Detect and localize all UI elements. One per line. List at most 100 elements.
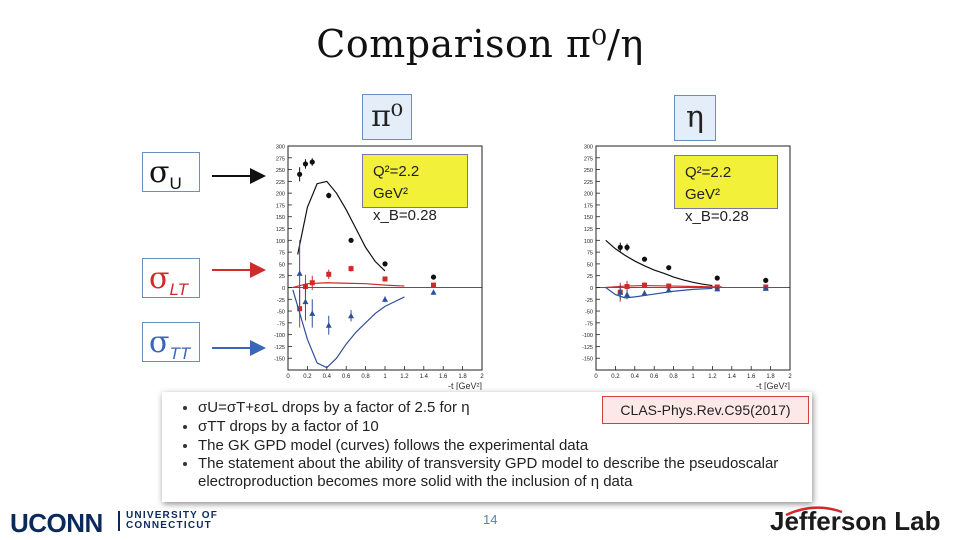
sigma_TT-point [296,270,303,276]
sigma-u-box: σU [142,152,200,193]
sigma_U-curve [605,239,713,287]
y-tick-label: 250 [584,168,593,174]
y-tick-label: 0 [590,286,593,292]
sigma_TT-point [624,291,631,298]
sigma_TT-curve [292,289,405,369]
reference-box: CLAS-Phys.Rev.C95(2017) [602,396,809,424]
x-tick-label: 1.8 [766,374,775,380]
sigma-tt-box: σTT [142,322,200,363]
y-tick-label: 300 [276,145,285,151]
sigma_LT-point [666,283,672,289]
kinematics-left-q2: Q²=2.2 GeV² [373,163,420,202]
uconn-sub-line1: UNIVERSITY OF [126,510,219,521]
bullet-item: σU=σT+εσL drops by a factor of 2.5 for η [198,398,802,417]
x-tick-label: 1.2 [400,374,409,380]
y-tick-label: -100 [274,333,285,339]
y-tick-label: -150 [582,357,593,363]
sigma_U-point [624,244,630,250]
sigma_LT-curve [292,282,405,289]
y-tick-label: 75 [279,251,285,257]
x-tick-label: 1 [383,374,387,380]
x-tick-label: 2 [480,374,484,380]
x-tick-label: 1.2 [708,374,717,380]
sigma_U-point [326,192,332,199]
sigma_LT-point [624,284,630,290]
uconn-divider [118,511,120,531]
kinematics-left-xb: x_B=0.28 [373,207,437,224]
y-tick-label: -125 [582,345,593,351]
page-number: 14 [483,512,498,527]
y-tick-label: 75 [587,251,593,257]
x-tick-label: 1.4 [420,374,429,380]
kinematics-box-right: Q²=2.2 GeV² x_B=0.28 [674,155,778,225]
sigma_TT-point [714,285,721,292]
sigma_U-point [302,161,309,167]
sigma_LT-point [297,306,303,312]
x-tick-label: 1 [691,374,695,380]
sigma_TT-point [641,290,648,296]
y-tick-label: -50 [585,310,593,316]
jlab-swoosh-icon [785,506,843,516]
sigma_U-point [382,261,388,267]
uconn-subtitle: UNIVERSITY OF CONNECTICUT [126,511,218,531]
sigma_LT-point [431,282,436,288]
pi0-label-text: π⁰ [371,99,403,134]
sigma_TT-point [348,312,355,319]
y-tick-label: -75 [585,321,593,327]
uconn-logo: UCONN [10,508,103,538]
sigma_TT-point [309,310,316,316]
slide-title: Comparison π⁰/η [316,22,644,66]
x-axis-label: -t [GeV²] [448,381,482,390]
bullet-item: σTT drops by a factor of 10 [198,417,802,436]
sigma_U-point [714,275,720,281]
sigma_U-point [763,277,769,283]
x-tick-label: 1.6 [439,374,448,380]
sigma_TT-point [762,285,769,291]
y-tick-label: 25 [587,274,593,280]
x-axis-label: -t [GeV²] [756,381,790,390]
y-tick-label: 150 [276,215,285,221]
x-tick-label: 2 [788,374,792,380]
y-tick-label: 300 [584,145,593,151]
y-tick-label: 225 [276,180,285,186]
y-tick-label: 150 [584,215,593,221]
sigma-lt-sub: LT [169,280,189,299]
y-tick-label: 50 [279,262,285,268]
y-tick-label: -75 [277,321,285,327]
y-tick-label: 25 [279,274,285,280]
x-tick-label: 0.2 [611,374,620,380]
sigma_TT-point [665,286,672,293]
y-tick-label: 275 [276,156,285,162]
sigma_TT-point [302,298,309,305]
sigma-u-sub: U [169,174,182,193]
x-tick-label: 0.4 [323,374,332,380]
sigma_U-point [430,274,437,280]
y-tick-label: -150 [274,357,285,363]
y-tick-label: -25 [277,298,285,304]
bullet-item: The GK GPD model (curves) follows the ex… [198,436,802,455]
y-tick-label: 50 [587,262,593,268]
sigma_TT-point [430,289,437,295]
y-tick-label: -25 [585,298,593,304]
sigma_TT-point [382,296,388,302]
kinematics-right-q2: Q²=2.2 GeV² [685,164,732,203]
y-tick-label: 100 [276,239,285,245]
y-tick-label: 0 [282,286,285,292]
sigma_LT-point [382,276,388,282]
sigma_LT-point [309,280,315,286]
kinematics-right-xb: x_B=0.28 [685,208,749,225]
eta-label-text: η [686,100,704,135]
sigma-lt-box: σLT [142,258,200,299]
sigma-tt-symbol: σ [149,325,170,360]
sigma_LT-point [348,266,354,272]
x-tick-label: 0.6 [650,374,659,380]
pi0-label: π⁰ [362,94,412,140]
bullet-item: The statement about the ability of trans… [198,455,802,491]
x-tick-label: 0.2 [303,374,312,380]
kinematics-box-left: Q²=2.2 GeV² x_B=0.28 [362,154,468,224]
x-tick-label: 0.4 [631,374,640,380]
sigma-tt-sub: TT [169,344,191,363]
x-tick-label: 1.4 [728,374,737,380]
jlab-logo: Jefferson Lab [770,506,941,536]
